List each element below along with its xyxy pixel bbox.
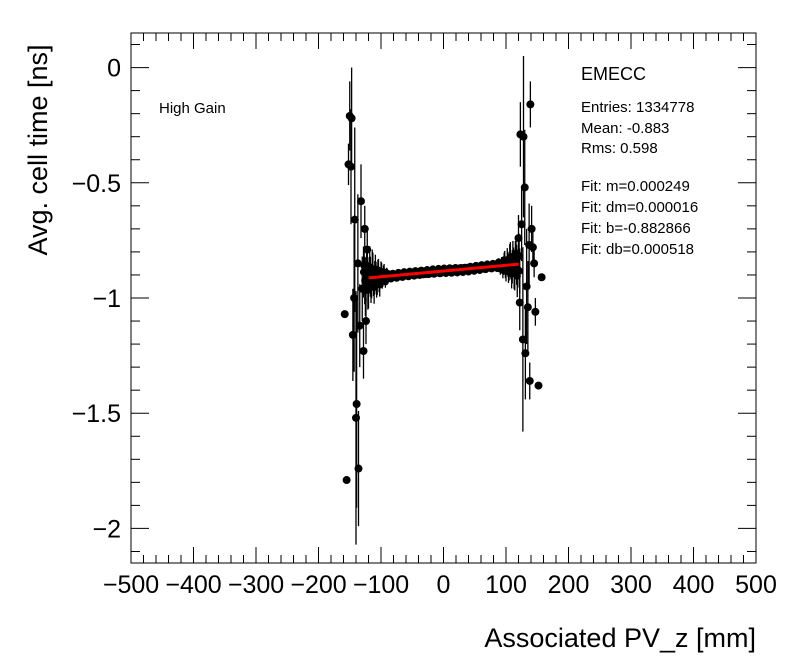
data-point [350,215,359,224]
y-axis-tick-labels: 0 −0.5 −1 −1.5 −2 [72,55,121,544]
y-axis-title: Avg. cell time [ns] [23,44,53,255]
data-point [359,347,368,355]
x-tick-label: −200 [290,571,346,599]
fit-line [368,262,519,280]
data-point [537,273,546,282]
data-point [528,243,537,252]
stats-rms: Rms: 0.598 [581,140,658,157]
data-band [359,233,524,316]
data-point [523,303,532,312]
x-tick-label: 400 [673,571,715,599]
stats-fit-b: Fit: b=-0.882866 [581,220,691,237]
data-points [340,56,546,545]
y-axis-ticks [131,44,756,552]
x-axis-ticks [130,33,757,563]
x-tick-label: −100 [353,571,409,599]
x-tick-label: 500 [735,571,777,599]
data-point [530,259,539,268]
data-point [519,132,528,141]
data-point [526,100,535,109]
data-point [354,464,363,473]
stats-entries: Entries: 1334778 [581,99,694,116]
y-tick-label: −2 [92,515,121,543]
annotation-high-gain: High Gain [159,100,226,117]
data-point [527,224,536,233]
data-point [358,284,367,293]
data-point [360,224,369,233]
data-point [520,183,529,192]
x-tick-label: 100 [485,571,527,599]
data-point [352,400,361,408]
stats-fit-dm: Fit: dm=0.000016 [581,199,698,216]
y-tick-label: −1.5 [72,400,121,428]
x-tick-label: 0 [437,571,451,599]
y-tick-label: −0.5 [72,170,121,198]
stats-fit-db: Fit: db=0.000518 [581,241,694,258]
data-point [342,476,351,485]
data-point [525,376,534,385]
stats-fit-m: Fit: m=0.000249 [581,178,690,195]
data-point [353,259,362,268]
data-point [534,381,543,390]
data-point [347,114,356,123]
data-point [515,298,524,307]
y-tick-label: 0 [107,55,121,83]
stats-mean: Mean: -0.883 [581,120,669,137]
stats-title: EMECC [581,64,646,84]
data-point [362,317,370,326]
stats-box: EMECC Entries: 1334778 Mean: -0.883 Rms:… [581,64,698,258]
data-point [363,245,372,254]
band-point [516,267,524,275]
data-point [340,310,349,319]
x-tick-label: 200 [548,571,590,599]
y-tick-label: −1 [92,285,121,313]
x-tick-label: −400 [165,571,221,599]
x-axis-tick-labels: −500 −400 −300 −200 −100 0 100 200 300 400 500 [103,571,777,599]
data-point [531,307,540,316]
data-point [517,220,526,229]
x-tick-label: 300 [610,571,652,599]
data-point [355,321,364,330]
x-axis-title: Associated PV_z [mm] [484,623,756,653]
data-point [348,330,357,339]
data-point [357,197,365,206]
data-point [514,234,523,243]
x-tick-label: −500 [103,571,159,599]
x-tick-label: −300 [228,571,284,599]
